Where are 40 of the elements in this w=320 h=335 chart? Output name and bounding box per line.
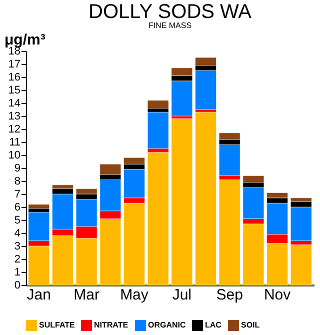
legend-label: SULFATE bbox=[39, 320, 76, 330]
legend-label: LAC bbox=[205, 320, 222, 330]
y-tick-label: 6 bbox=[14, 202, 20, 214]
y-tick-label: 14 bbox=[8, 98, 20, 110]
y-tick-label: 8 bbox=[14, 176, 20, 188]
bar bbox=[147, 112, 169, 149]
x-tick-label: Jul bbox=[172, 286, 192, 304]
bar bbox=[195, 112, 216, 286]
y-tick-label: 11 bbox=[9, 136, 20, 148]
legend-label: SOIL bbox=[241, 320, 260, 330]
bar bbox=[147, 100, 169, 108]
y-tick-label: 16 bbox=[8, 72, 20, 84]
y-axis-title: μg/m³ bbox=[4, 32, 46, 48]
x-tick-label: Sep bbox=[216, 286, 243, 304]
x-tick-label: Jan bbox=[26, 286, 51, 304]
y-tick-label: 17 bbox=[8, 58, 20, 70]
y-tick-label: 12 bbox=[8, 124, 20, 136]
chart-subtitle: FINE MASS bbox=[148, 21, 192, 30]
y-tick-label: 2 bbox=[14, 254, 20, 266]
y-tick-label: 7 bbox=[14, 188, 20, 200]
legend-label: ORGANIC bbox=[148, 320, 186, 330]
chart-title: DOLLY SODS WA bbox=[88, 1, 252, 23]
bar bbox=[147, 152, 169, 286]
y-tick-label: 15 bbox=[8, 84, 20, 96]
y-tick-label: 0 bbox=[14, 280, 20, 292]
bar bbox=[28, 204, 50, 208]
y-tick-label: 4 bbox=[14, 228, 20, 240]
y-tick-label: 3 bbox=[14, 240, 20, 252]
bar bbox=[218, 180, 240, 286]
legend-label: NITRATE bbox=[94, 320, 129, 330]
x-tick-label: May bbox=[120, 286, 149, 304]
y-tick-label: 10 bbox=[8, 150, 20, 162]
y-tick-label: 9 bbox=[14, 162, 20, 174]
bar bbox=[171, 118, 193, 286]
bar bbox=[290, 244, 312, 286]
x-tick-label: Nov bbox=[264, 286, 292, 304]
y-tick-label: 5 bbox=[14, 214, 20, 226]
y-tick-label: 13 bbox=[8, 110, 20, 122]
y-tick-label: 1 bbox=[14, 266, 20, 278]
x-tick-label: Mar bbox=[74, 286, 100, 304]
